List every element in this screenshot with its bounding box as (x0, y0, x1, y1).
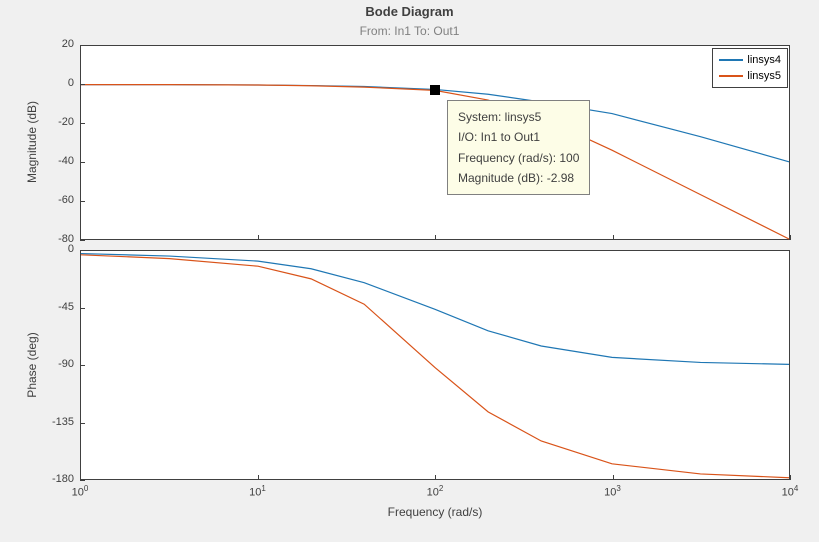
ytick (80, 365, 85, 366)
legend-label: linsys5 (747, 70, 781, 82)
ytick-label: 0 (34, 77, 74, 89)
datatip[interactable]: System: linsys5 I/O: In1 to Out1 Frequen… (447, 100, 590, 196)
phase-curves (81, 251, 789, 479)
ytick-label: 0 (34, 243, 74, 255)
xtick (790, 475, 791, 480)
xtick (613, 235, 614, 240)
phase-axes[interactable] (80, 250, 790, 480)
ytick-label: -60 (34, 194, 74, 206)
legend-item-linsys4[interactable]: linsys4 (719, 52, 781, 68)
ytick (80, 123, 85, 124)
ytick-label: -135 (34, 416, 74, 428)
ytick (80, 308, 85, 309)
xtick-label: 102 (415, 484, 455, 499)
datatip-marker[interactable] (430, 85, 440, 95)
ytick-label: -40 (34, 155, 74, 167)
xtick (790, 235, 791, 240)
xtick-label: 104 (770, 484, 810, 499)
ytick (80, 240, 85, 241)
xtick-label: 100 (60, 484, 100, 499)
x-axis-label: Frequency (rad/s) (80, 505, 790, 519)
legend-swatch-linsys5 (719, 75, 743, 77)
ytick-label: -90 (34, 358, 74, 370)
legend-label: linsys4 (747, 54, 781, 66)
ytick (80, 201, 85, 202)
ytick (80, 45, 85, 46)
ytick-label: 20 (34, 38, 74, 50)
bode-figure: Bode Diagram From: In1 To: Out1 Magnitud… (0, 0, 819, 542)
ytick (80, 162, 85, 163)
xtick (258, 475, 259, 480)
magnitude-axes[interactable] (80, 45, 790, 240)
magnitude-curves (81, 46, 789, 239)
datatip-line: System: linsys5 (458, 107, 579, 127)
xtick (80, 235, 81, 240)
ytick-label: -45 (34, 301, 74, 313)
xtick-label: 101 (238, 484, 278, 499)
xtick (258, 235, 259, 240)
xtick (80, 475, 81, 480)
ytick-label: -20 (34, 116, 74, 128)
ytick (80, 480, 85, 481)
ytick (80, 84, 85, 85)
xtick (435, 475, 436, 480)
datatip-line: I/O: In1 to Out1 (458, 127, 579, 147)
magnitude-ylabel: Magnitude (dB) (25, 92, 39, 192)
xtick (613, 475, 614, 480)
xtick (435, 235, 436, 240)
legend[interactable]: linsys4 linsys5 (712, 48, 788, 88)
figure-subtitle: From: In1 To: Out1 (0, 24, 819, 38)
datatip-line: Frequency (rad/s): 100 (458, 148, 579, 168)
figure-title: Bode Diagram (0, 4, 819, 19)
ytick (80, 250, 85, 251)
xtick-label: 103 (593, 484, 633, 499)
ytick (80, 423, 85, 424)
legend-swatch-linsys4 (719, 59, 743, 61)
datatip-line: Magnitude (dB): -2.98 (458, 168, 579, 188)
legend-item-linsys5[interactable]: linsys5 (719, 68, 781, 84)
